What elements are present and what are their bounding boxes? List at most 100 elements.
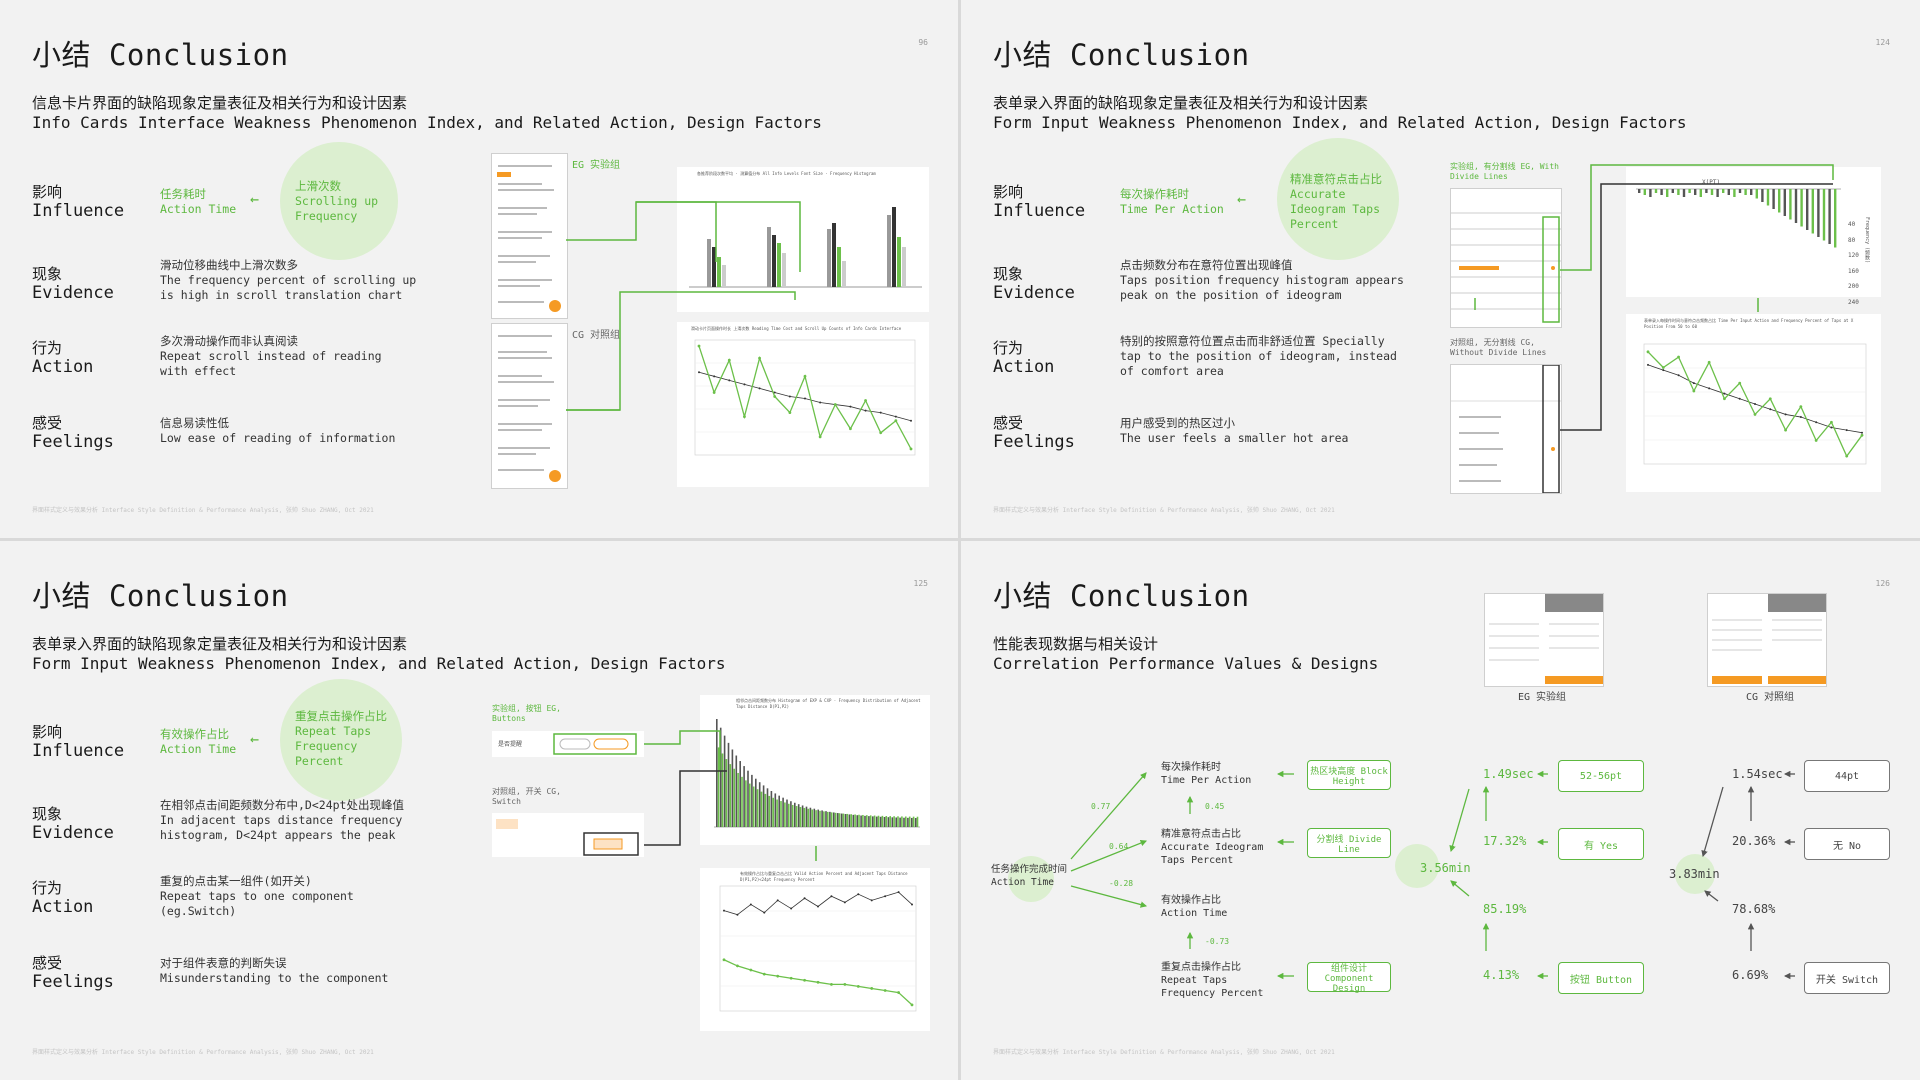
influence-circle-cn: 精准意符点击占比	[1290, 172, 1382, 186]
hist-bar	[842, 813, 845, 827]
hist-bar	[1834, 189, 1837, 248]
arrow-left-icon: ←	[250, 190, 260, 208]
data-point	[722, 958, 726, 962]
hist-bar	[1688, 189, 1691, 193]
hist-bar	[916, 816, 919, 827]
series-line	[1647, 364, 1863, 434]
hist-bar	[1649, 189, 1652, 197]
data-point	[849, 405, 852, 408]
hist-bar	[868, 816, 870, 827]
hist-bar	[1710, 189, 1714, 195]
metric-en: Accurate Ideogram Taps Percent	[1161, 842, 1264, 866]
hist-bar	[914, 818, 917, 827]
hist-bar	[805, 806, 808, 827]
hist-bar	[837, 247, 841, 287]
data-point	[1784, 428, 1787, 432]
data-point	[1692, 389, 1696, 393]
hist-bar	[836, 813, 839, 827]
hist-bar	[866, 815, 868, 827]
hist-bar	[721, 753, 724, 827]
data-point	[1861, 431, 1863, 434]
data-point	[788, 395, 791, 398]
data-point	[897, 891, 900, 894]
hist-bar	[745, 780, 747, 827]
hist-bar	[1772, 189, 1775, 209]
coef: -0.28	[1109, 879, 1134, 888]
hist-bar	[1744, 189, 1747, 195]
hist-bar	[747, 770, 749, 827]
cg-screenshot-lines	[498, 335, 561, 482]
data-point	[713, 375, 716, 378]
hist-bar	[722, 265, 726, 287]
data-point	[897, 991, 900, 994]
slide-form-input-repeat-taps: 小结 Conclusion 125 表单录入界面的缺陷现象定量表征及相关行为和设…	[0, 541, 958, 1080]
hist-bar	[854, 814, 856, 827]
time-per-action-line-chart: 表单录入每操作时间与意符点击频数占比 Time Per Input Action…	[1626, 314, 1881, 492]
data-point	[857, 893, 860, 896]
hist-bar	[838, 813, 841, 827]
label-action-en: Action	[32, 897, 94, 917]
hist-bar	[860, 815, 862, 827]
data-point	[894, 419, 898, 423]
subtitle-en: Info Cards Interface Weakness Phenomenon…	[32, 113, 822, 132]
data-point	[819, 401, 822, 404]
hist-bar	[830, 812, 833, 827]
feelings-text-en: Low ease of reading of information	[160, 431, 396, 445]
hist-bar	[850, 814, 852, 827]
hist-bar	[799, 807, 802, 827]
influence-circle-en: Repeat Taps Frequency Percent	[295, 724, 372, 768]
series-line	[698, 345, 912, 450]
hist-bar	[797, 804, 800, 827]
cg-design-box: 无 No	[1804, 828, 1890, 860]
hist-bar	[902, 247, 906, 287]
hist-bar	[1811, 189, 1814, 234]
cg-total: 3.83min	[1669, 867, 1720, 881]
hist-bar	[780, 801, 782, 827]
label-feelings-cn: 感受	[32, 954, 63, 972]
data-point	[736, 964, 739, 968]
influence-circle-en: Scrolling up Frequency	[295, 194, 379, 223]
data-point	[763, 911, 766, 914]
line-chart-svg	[1643, 343, 1867, 465]
label-evidence-en: Evidence	[32, 823, 114, 843]
hist-bar	[885, 815, 888, 827]
hist-bar	[1806, 189, 1809, 230]
data-point	[816, 980, 820, 984]
data-point	[1784, 413, 1787, 416]
hist-bar	[1682, 189, 1686, 197]
hist-bar	[819, 810, 821, 827]
histogram-svg	[1636, 188, 1841, 248]
hist-bar	[1705, 189, 1708, 193]
hist-bar	[755, 778, 757, 827]
hist-bar	[903, 817, 905, 827]
hist-bar	[1699, 189, 1702, 197]
slide-form-input-ideogram: 小结 Conclusion 124 表单录入界面的缺陷现象定量表征及相关行为和设…	[961, 0, 1920, 538]
data-point	[749, 968, 753, 972]
eg-design-box: 按钮 Button	[1558, 962, 1644, 994]
cg-form-screenshot	[1450, 364, 1562, 494]
label-influence-en: Influence	[32, 741, 125, 761]
data-point	[879, 431, 883, 435]
hist-bar	[733, 768, 735, 827]
hist-bar	[782, 253, 786, 287]
eg-value: 85.19%	[1483, 902, 1527, 916]
data-point	[804, 397, 806, 400]
hist-bar	[811, 809, 813, 827]
cg-switch-shape	[496, 819, 639, 856]
tag-eg: 实验组, 有分割线 EG, With Divide Lines	[1450, 162, 1559, 181]
data-point	[1723, 397, 1726, 401]
evidence-text-en: Taps position frequency histogram appear…	[1120, 273, 1404, 302]
eg-form-lines	[1451, 212, 1561, 323]
action-text-cn: 重复的点击某一组件(如开关)	[160, 874, 312, 888]
data-point	[864, 409, 867, 412]
hist-bar	[908, 816, 911, 827]
hist-bar	[877, 815, 880, 827]
hist-bar	[840, 813, 843, 827]
hist-bar	[803, 807, 806, 827]
frequency-histogram-chart: 各推荐阶段次数平均 · 测算值分布 All Info Levels Font S…	[677, 167, 929, 312]
hist-bar	[764, 793, 767, 827]
chart-title: 相邻点击间距频数分布 Histogram of EXP & CXP · Freq…	[736, 698, 921, 709]
data-point	[911, 903, 913, 906]
hist-bar	[879, 816, 882, 827]
hist-bar	[901, 816, 903, 827]
